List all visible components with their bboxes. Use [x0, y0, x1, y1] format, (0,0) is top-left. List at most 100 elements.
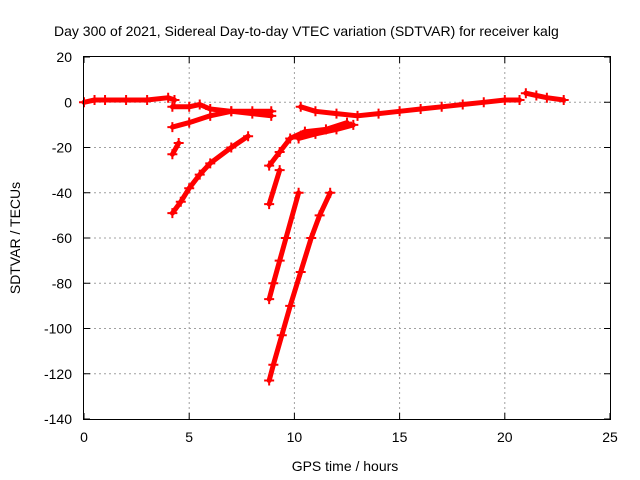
data-point — [436, 101, 447, 112]
plot-frame — [83, 56, 611, 420]
y-tick-label: -120 — [44, 366, 72, 382]
data-point — [514, 94, 525, 105]
data-point — [264, 294, 275, 305]
x-tick-label: 5 — [185, 429, 193, 445]
y-tick-label: -100 — [44, 321, 72, 337]
x-tick-label: 25 — [602, 429, 618, 445]
y-axis-label: SDTVAR / TECUs — [7, 182, 23, 294]
satellite-track — [264, 187, 304, 305]
data-point — [295, 101, 306, 112]
data-point — [89, 94, 100, 105]
x-tick-label: 20 — [497, 429, 513, 445]
axis-ticks — [83, 56, 611, 420]
y-tick-label: 20 — [56, 49, 72, 65]
data-point — [121, 94, 132, 105]
data-point — [194, 99, 205, 110]
data-point — [352, 110, 363, 121]
y-tick-label: -80 — [52, 275, 72, 291]
data-point — [167, 149, 178, 160]
data-point — [348, 119, 359, 130]
data-point — [268, 359, 279, 370]
data-point — [285, 133, 296, 144]
data-point — [184, 183, 195, 194]
data-point — [205, 110, 216, 121]
satellite-track — [293, 119, 359, 144]
data-point — [520, 88, 531, 99]
data-point — [274, 255, 285, 266]
data-point — [167, 122, 178, 133]
data-point — [274, 147, 285, 158]
data-point — [373, 108, 384, 119]
track-line — [266, 167, 283, 207]
data-point — [226, 106, 237, 117]
track-line — [296, 122, 356, 141]
data-point — [499, 94, 510, 105]
data-point — [184, 101, 195, 112]
data-point — [264, 375, 275, 386]
y-tick-label: 0 — [64, 94, 72, 110]
data-point — [310, 128, 321, 139]
data-tracks — [79, 88, 569, 386]
tick-labels: 0 5 10 15 20 25 20 0 -20 -40 -60 -80 -100 -120 -140 — [44, 49, 618, 445]
track-line — [266, 190, 333, 383]
data-point — [306, 233, 317, 243]
data-point — [457, 99, 468, 110]
data-point — [163, 92, 174, 103]
data-point — [100, 94, 111, 105]
data-point — [558, 94, 569, 105]
data-point — [266, 106, 277, 117]
satellite-track — [167, 106, 277, 133]
satellite-track — [264, 187, 336, 386]
track-line — [523, 90, 567, 103]
satellite-track — [264, 117, 352, 171]
data-point — [280, 233, 291, 243]
data-point — [293, 133, 304, 144]
data-point — [167, 208, 178, 219]
y-tick-label: -140 — [44, 411, 72, 427]
data-point — [295, 266, 306, 277]
y-tick-label: -40 — [52, 185, 72, 201]
data-point — [293, 187, 304, 198]
data-point — [415, 104, 426, 115]
data-point — [264, 199, 275, 210]
y-tick-label: -60 — [52, 230, 72, 246]
data-point — [531, 90, 542, 101]
data-point — [247, 106, 258, 117]
data-point — [478, 97, 489, 108]
data-point — [175, 196, 186, 207]
data-point — [394, 106, 405, 117]
track-line — [169, 140, 182, 157]
data-point — [325, 187, 336, 198]
y-tick-label: -20 — [52, 140, 72, 156]
data-point — [285, 300, 296, 311]
data-point — [243, 131, 254, 142]
track-line — [266, 120, 350, 169]
data-point — [173, 137, 184, 148]
chart-title: Day 300 of 2021, Sidereal Day-to-day VTE… — [54, 23, 559, 39]
satellite-track — [295, 94, 525, 121]
track-line — [169, 108, 274, 130]
data-point — [310, 106, 321, 117]
data-point — [268, 278, 279, 289]
data-point — [184, 117, 195, 128]
data-point — [541, 92, 552, 103]
data-point — [264, 160, 275, 171]
data-point — [331, 108, 342, 119]
data-point — [142, 94, 153, 105]
data-point — [274, 165, 285, 176]
data-point — [205, 158, 216, 169]
data-point — [169, 94, 180, 105]
data-point — [276, 330, 287, 341]
grid-lines — [84, 57, 610, 419]
x-tick-label: 10 — [287, 429, 303, 445]
data-point — [314, 210, 325, 221]
satellite-track — [264, 165, 285, 210]
data-point — [226, 142, 237, 153]
data-point — [194, 169, 205, 180]
satellite-track — [79, 92, 180, 108]
x-tick-label: 15 — [392, 429, 408, 445]
x-axis-label: GPS time / hours — [292, 458, 399, 474]
x-tick-label: 0 — [80, 429, 88, 445]
satellite-track — [167, 131, 254, 219]
